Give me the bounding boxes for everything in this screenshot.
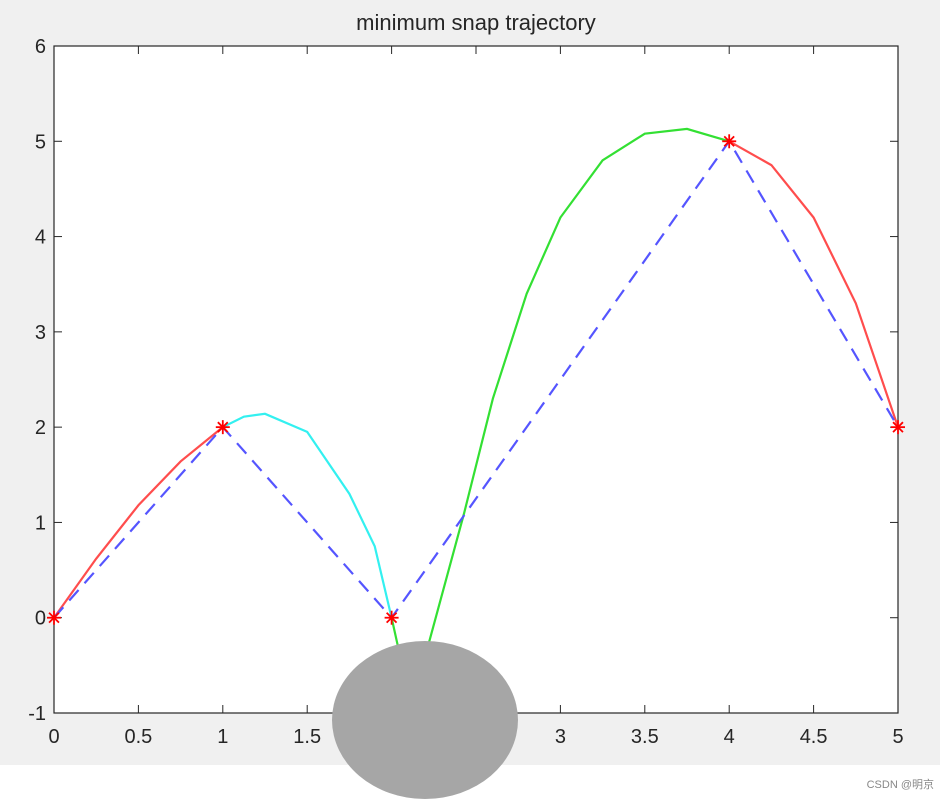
x-tick-label: 0 xyxy=(48,726,59,748)
marker-stroke xyxy=(892,421,904,433)
waypoint-marker xyxy=(891,420,905,435)
y-tick-label: -1 xyxy=(28,703,46,725)
x-tick-label: 1.5 xyxy=(293,726,321,748)
marker-stroke xyxy=(386,612,398,624)
x-tick-label: 3.5 xyxy=(631,726,659,748)
marker-stroke xyxy=(723,135,735,147)
waypoint-marker xyxy=(47,610,61,625)
waypoint-marker xyxy=(384,610,399,625)
x-tick-label: 4 xyxy=(724,726,735,748)
chart-title: minimum snap trajectory xyxy=(356,10,596,35)
x-tick-label: 1 xyxy=(217,726,228,748)
marker-stroke xyxy=(48,612,60,624)
marker-stroke xyxy=(217,421,229,433)
watermark: CSDN @明京 xyxy=(867,777,934,791)
x-tick-label: 5 xyxy=(892,726,903,748)
y-tick-label: 1 xyxy=(35,512,46,534)
trajectory-line xyxy=(54,426,224,619)
plot-area xyxy=(54,46,898,713)
y-tick-label: 3 xyxy=(35,322,46,344)
waypoint-marker xyxy=(722,134,737,149)
x-tick-label: 4.5 xyxy=(800,726,828,748)
waypoint-marker xyxy=(215,420,230,435)
y-tick-label: 2 xyxy=(35,417,46,439)
trajectory-line xyxy=(222,412,393,618)
y-tick-label: 6 xyxy=(35,36,46,58)
y-tick-label: 0 xyxy=(35,608,46,630)
x-tick-label: 0.5 xyxy=(124,726,152,748)
y-tick-label: 5 xyxy=(35,131,46,153)
trajectory-line xyxy=(728,140,898,428)
y-tick-label: 4 xyxy=(35,227,46,249)
x-tick-label: 3 xyxy=(555,726,566,748)
occluding-shape xyxy=(332,641,518,799)
